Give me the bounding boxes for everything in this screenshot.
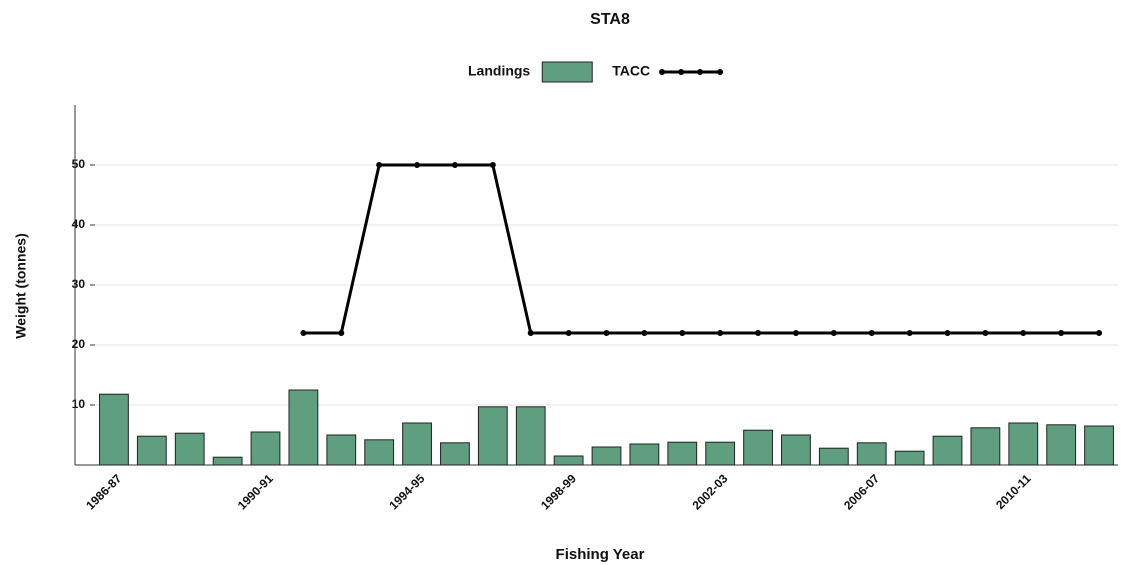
line-marker [603,330,610,336]
y-tick-label: 30 [72,277,86,291]
bar [99,393,129,466]
bar [288,389,319,466]
line-marker [944,330,951,336]
line-marker [906,330,913,336]
line-marker [414,162,421,168]
y-tick-label: 10 [72,397,86,411]
line-marker [565,330,572,336]
bar [477,406,508,466]
x-tick-label: 2010-11 [993,471,1034,512]
y-tick-label: 40 [72,217,86,231]
legend-marker [659,69,666,75]
bar [515,406,546,466]
legend-swatch [541,61,593,83]
line-marker [792,330,799,336]
line-marker [300,330,307,336]
bar [856,442,887,466]
x-tick-label: 2002-03 [689,471,730,512]
line-marker [830,330,837,336]
line-marker [1020,330,1027,336]
bar [250,431,281,466]
x-tick-label: 1986-87 [83,471,124,512]
bar [781,434,811,466]
bar [894,450,925,466]
bar [440,442,470,466]
legend-marker [717,69,724,75]
y-tick-label: 50 [72,157,86,171]
y-tick-label: 20 [72,337,86,351]
line-marker [489,162,496,168]
bar [326,434,357,466]
legend-label: Landings [468,63,530,79]
bar [136,435,167,466]
x-tick-label: 1998-99 [538,471,579,512]
line-marker [717,330,724,336]
legend-marker [697,69,704,75]
bar [667,441,698,466]
chart-title: STA8 [590,11,630,28]
line-marker [868,330,875,336]
bar [402,422,432,466]
bar [364,439,395,466]
bar [1008,422,1039,466]
x-tick-label: 1990-91 [235,471,276,512]
bar [629,443,660,466]
legend-marker [678,69,685,75]
bar [591,446,622,466]
line-marker [641,330,648,336]
bar [705,441,736,466]
y-axis-label: Weight (tonnes) [13,233,29,339]
bar [1046,424,1077,466]
x-tick-label: 2006-07 [841,471,882,512]
line-marker [338,330,345,336]
bar [932,435,963,466]
bar [212,456,243,466]
line-marker [376,162,383,168]
line-marker [527,330,534,336]
bar [1084,425,1114,466]
line-marker [1096,330,1103,336]
line-marker [755,330,762,336]
bar [743,429,773,466]
line-marker [982,330,989,336]
bar [818,447,849,466]
line-marker [451,162,458,168]
x-tick-label: 1994-95 [386,471,427,512]
bar [970,427,1001,466]
line [303,163,1100,335]
bar [553,455,584,466]
line-marker [679,330,686,336]
line-marker [1058,330,1065,336]
x-axis-label: Fishing Year [556,546,645,563]
bar [174,432,205,466]
legend-label: TACC [612,63,650,79]
